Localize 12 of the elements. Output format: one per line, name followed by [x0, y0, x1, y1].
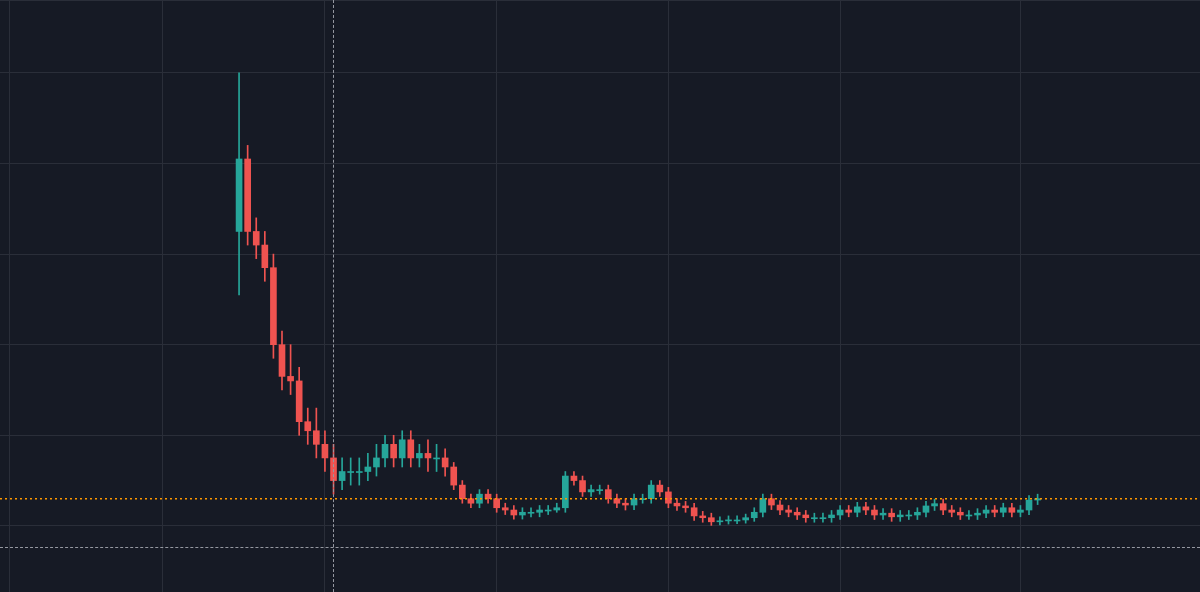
candlestick	[347, 457, 355, 486]
candlestick	[948, 505, 956, 518]
candlestick	[819, 512, 827, 523]
candlestick	[587, 484, 595, 497]
candlestick	[802, 510, 810, 523]
candlestick	[991, 505, 999, 518]
candlestick	[527, 507, 535, 518]
candlestick	[501, 502, 509, 515]
candlestick	[716, 516, 724, 526]
candlestick	[845, 505, 853, 518]
candlestick	[793, 507, 801, 520]
candlestick	[355, 457, 363, 486]
